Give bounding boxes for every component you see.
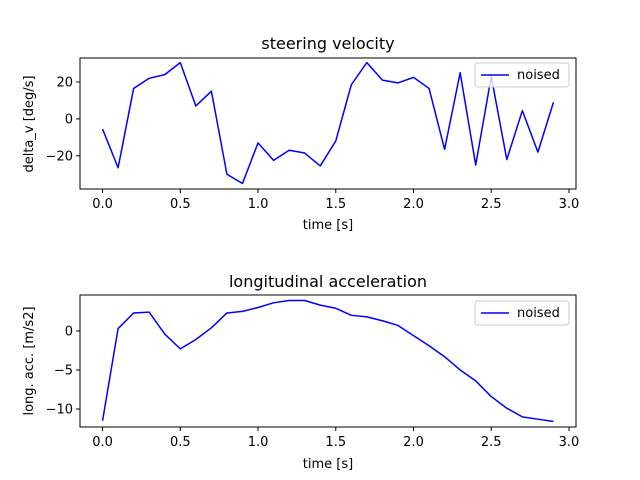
legend-label: noised xyxy=(517,68,560,83)
y-axis-label: delta_v [deg/s] xyxy=(22,75,37,172)
plot-area: 0.0 0.5 1.0 1.5 2.0 2.5 3.0 −20 0 20 xyxy=(46,57,580,212)
x-tick-label: 2.0 xyxy=(403,197,424,212)
chart-title: longitudinal acceleration xyxy=(229,272,427,291)
legend-box xyxy=(474,300,570,326)
x-tick-label: 2.0 xyxy=(403,435,424,450)
axes-frame xyxy=(79,57,577,190)
x-tick-label: 2.5 xyxy=(481,197,502,212)
chart-steering-velocity: steering velocity 0.0 0.5 1.0 1.5 2.0 2.5 3.0 −… xyxy=(22,34,579,233)
chart-title: steering velocity xyxy=(261,34,394,53)
legend-label: noised xyxy=(517,306,560,321)
x-tick-label: 1.0 xyxy=(248,435,269,450)
x-tick-label: 0.5 xyxy=(170,197,191,212)
x-axis-label: time [s] xyxy=(303,218,353,233)
series-line-noised xyxy=(101,299,554,423)
series-line-noised xyxy=(101,61,555,185)
y-axis-label: long. acc. [m/s2] xyxy=(22,306,37,415)
legend: noised xyxy=(474,300,570,326)
y-tick-label: 0 xyxy=(65,112,73,127)
y-tick-label: 20 xyxy=(56,75,73,90)
x-tick-label: 1.5 xyxy=(325,197,346,212)
x-tick-label: 0.0 xyxy=(92,197,113,212)
x-tick-label: 1.0 xyxy=(248,197,269,212)
axes-frame xyxy=(79,294,577,428)
y-tick-label: −10 xyxy=(46,403,73,418)
x-tick-label: 1.5 xyxy=(325,435,346,450)
x-tick-label: 2.5 xyxy=(481,435,502,450)
y-tick-label: −5 xyxy=(54,363,73,378)
x-tick-label: 0.0 xyxy=(92,435,113,450)
legend: noised xyxy=(474,62,570,88)
plot-area: 0.0 0.5 1.0 1.5 2.0 2.5 3.0 −10 −5 0 xyxy=(46,294,580,450)
x-tick-label: 3.0 xyxy=(559,197,580,212)
y-tick-label: 0 xyxy=(65,324,73,339)
x-axis-label: time [s] xyxy=(303,457,353,472)
x-tick-label: 0.5 xyxy=(170,435,191,450)
x-tick-label: 3.0 xyxy=(559,435,580,450)
legend-box xyxy=(474,62,570,88)
y-tick-label: −20 xyxy=(46,149,73,164)
chart-longitudinal-acceleration: longitudinal acceleration 0.0 0.5 1.0 1.5 2.… xyxy=(22,272,579,472)
